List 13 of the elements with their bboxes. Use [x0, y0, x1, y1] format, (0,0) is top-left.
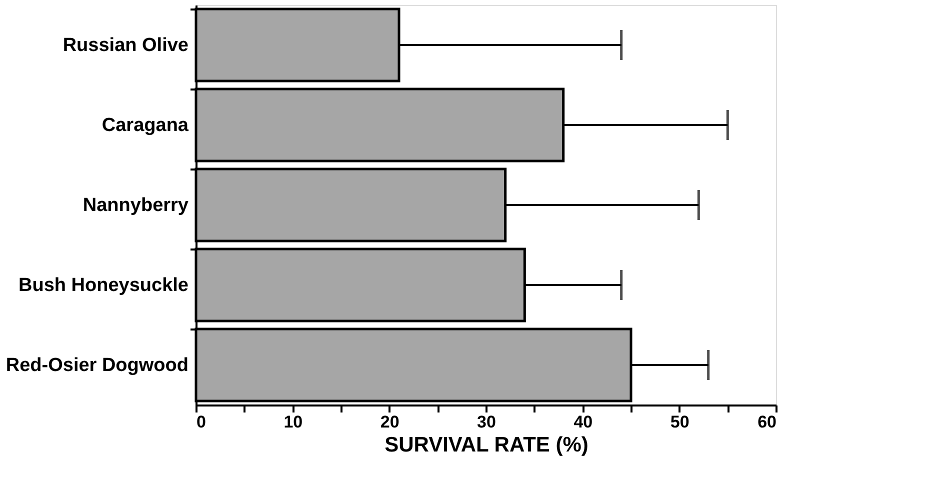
- y-tick-label: Nannyberry: [82, 195, 189, 216]
- x-tick-label: 50: [670, 412, 690, 432]
- y-tick-label: Red-Osier Dogwood: [6, 355, 188, 376]
- x-tick-label: 60: [758, 412, 776, 432]
- x-tick-label: 10: [284, 412, 303, 432]
- x-tick-label: 20: [380, 412, 400, 432]
- y-tick-label: Bush Honeysuckle: [18, 275, 188, 296]
- x-tick-label: 0: [196, 412, 206, 432]
- x-axis-title: SURVIVAL RATE (%): [384, 434, 588, 456]
- y-tick-label: Russian Olive: [62, 35, 188, 56]
- x-tick-label: 40: [574, 412, 593, 432]
- y-tick-label: Caragana: [102, 115, 189, 136]
- x-tick-label: 30: [477, 412, 496, 432]
